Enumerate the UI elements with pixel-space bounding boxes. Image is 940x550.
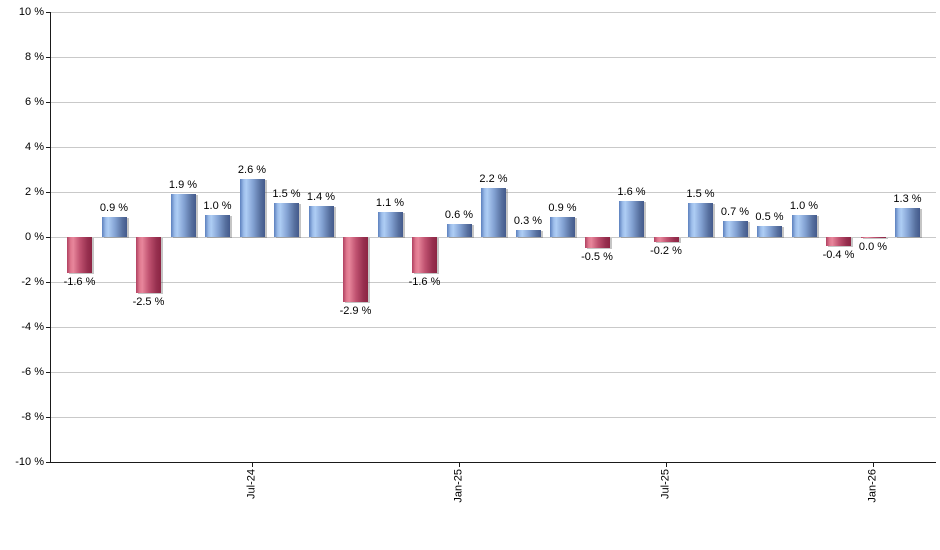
bar <box>653 237 679 242</box>
bar-value-label: 0.9 % <box>99 201 129 214</box>
bar-value-label: 2.2 % <box>479 172 508 185</box>
bar <box>481 187 506 237</box>
gridline <box>50 102 936 103</box>
y-axis-tick <box>46 57 50 58</box>
bar-value-label: 2.6 % <box>237 163 267 176</box>
bar-value-label: 1.0 % <box>789 199 819 212</box>
bar <box>550 216 575 237</box>
bar <box>584 237 610 249</box>
bar <box>412 237 437 273</box>
bar-value-label: 1.5 % <box>686 188 715 201</box>
x-axis-tick-label: Jan-26 <box>866 469 879 503</box>
bar-value-label: 1.0 % <box>203 199 232 212</box>
x-axis-tick <box>252 463 253 467</box>
bar-value-label: -2.5 % <box>132 296 165 309</box>
bar <box>274 203 299 237</box>
y-axis-tick <box>46 102 50 103</box>
y-axis-tick-label: 6 % <box>25 96 44 108</box>
y-axis-tick <box>46 12 50 13</box>
x-axis-tick <box>666 463 667 467</box>
x-axis-tick <box>459 463 460 467</box>
bar-value-label: -0.2 % <box>650 244 682 257</box>
gridline <box>50 12 936 13</box>
bar <box>205 214 230 237</box>
bar <box>446 223 472 237</box>
bar-value-label: -2.9 % <box>339 305 372 318</box>
bar-value-label: 0.6 % <box>444 208 474 221</box>
bar <box>67 237 92 273</box>
bar <box>101 216 127 237</box>
y-axis-tick-label: 4 % <box>25 141 44 153</box>
bar-value-label: 1.1 % <box>375 197 405 210</box>
bar-value-label: -0.5 % <box>581 251 613 264</box>
y-axis-tick-label: 0 % <box>25 231 44 243</box>
bar <box>688 203 713 237</box>
bar <box>308 205 334 237</box>
bar-value-label: 1.4 % <box>306 190 336 203</box>
y-axis-tick <box>46 372 50 373</box>
gridline <box>50 237 936 238</box>
y-axis-tick <box>46 147 50 148</box>
x-axis-tick-label: Jul-25 <box>659 469 672 499</box>
bar-value-label: 1.9 % <box>168 179 198 192</box>
bar <box>377 212 403 237</box>
y-axis-tick-label: -10 % <box>15 456 44 468</box>
bar <box>515 230 541 237</box>
y-axis-tick-label: -4 % <box>21 321 44 333</box>
gridline <box>50 147 936 148</box>
y-axis-tick-label: 10 % <box>18 6 44 18</box>
bar-value-label: 0.3 % <box>513 215 543 228</box>
x-axis-line <box>50 462 936 463</box>
y-axis-line <box>50 12 51 462</box>
y-axis-tick <box>46 462 50 463</box>
bar <box>895 207 920 237</box>
bar <box>722 221 748 237</box>
bar-value-label: 0.9 % <box>548 201 577 214</box>
bar <box>757 225 782 237</box>
x-axis-tick <box>873 463 874 467</box>
bar <box>170 194 196 237</box>
bar-value-label: -0.4 % <box>822 249 855 261</box>
y-axis-tick-label: -2 % <box>21 276 44 288</box>
bar <box>826 237 851 246</box>
bar-value-label: -1.6 % <box>63 276 96 288</box>
bar <box>619 201 644 237</box>
bar-value-label: 1.5 % <box>272 188 301 201</box>
y-axis-tick <box>46 327 50 328</box>
y-axis-tick-label: -8 % <box>21 411 44 423</box>
y-axis-tick-label: 8 % <box>25 51 44 63</box>
y-axis-tick <box>46 192 50 193</box>
y-axis-tick <box>46 237 50 238</box>
bar <box>343 237 368 303</box>
gridline <box>50 282 936 283</box>
x-axis-tick-label: Jan-25 <box>452 469 465 503</box>
bar-value-label: 1.6 % <box>617 186 646 198</box>
bar-value-label: 0.7 % <box>720 206 750 219</box>
bar-value-label: 0.0 % <box>858 241 888 253</box>
y-axis-tick <box>46 282 50 283</box>
bar <box>239 178 265 237</box>
bar-value-label: 1.3 % <box>893 192 922 205</box>
y-axis-tick-label: -6 % <box>21 366 44 378</box>
bar <box>136 237 161 294</box>
gridline <box>50 372 936 373</box>
gridline <box>50 57 936 58</box>
x-axis-tick-label: Jul-24 <box>245 469 258 499</box>
gridline <box>50 327 936 328</box>
gridline <box>50 417 936 418</box>
bar-value-label: 0.5 % <box>755 210 784 223</box>
bar <box>791 214 817 237</box>
y-axis-tick-label: 2 % <box>25 186 44 198</box>
bar-value-label: -1.6 % <box>408 276 441 288</box>
y-axis-tick <box>46 417 50 418</box>
bar <box>860 237 886 238</box>
